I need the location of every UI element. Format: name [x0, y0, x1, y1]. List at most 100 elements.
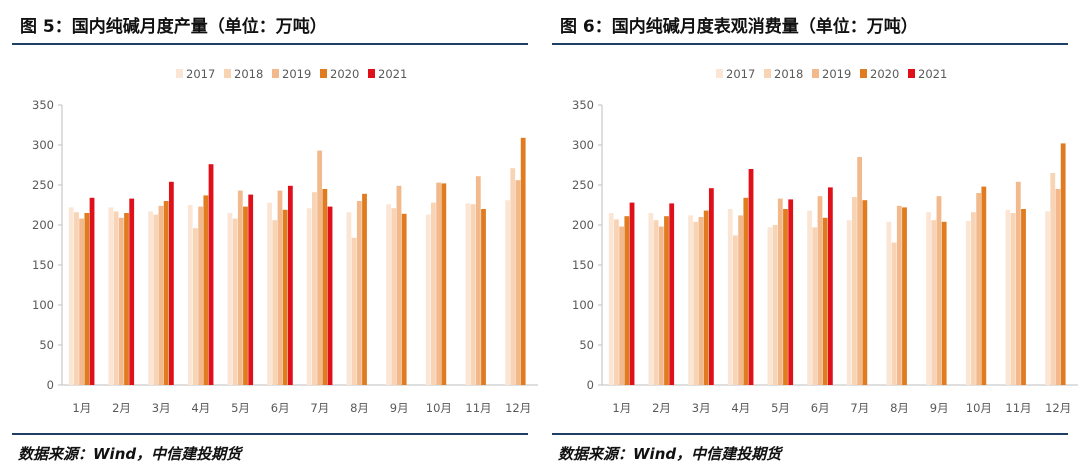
bar-2017	[608, 213, 614, 385]
figure-5-source: 数据来源：Wind，中信建投期货	[18, 445, 242, 463]
legend-item: 2017	[176, 67, 215, 81]
bar-2021	[208, 164, 214, 385]
legend-swatch	[716, 69, 723, 78]
bar-2019	[396, 185, 402, 385]
bar-2019	[436, 182, 442, 385]
bar-2021	[129, 198, 135, 385]
x-tick-label: 2月	[112, 401, 131, 415]
bar-2018	[431, 202, 436, 385]
y-tick-label: 300	[32, 138, 54, 152]
bar-2019	[1015, 181, 1021, 385]
bar-2020	[441, 183, 447, 385]
legend-swatch	[764, 69, 771, 78]
x-tick-label: 3月	[692, 401, 711, 415]
bar-2020	[322, 189, 328, 385]
bar-2020	[941, 221, 947, 385]
y-tick-label: 50	[39, 338, 54, 352]
bar-2018	[74, 212, 79, 385]
bar-2019	[1055, 189, 1061, 385]
bar-2021	[708, 188, 714, 385]
x-tick-label: 8月	[890, 401, 909, 415]
y-tick-label: 150	[572, 258, 594, 272]
bar-2017	[227, 213, 233, 385]
bar-2020	[624, 216, 630, 385]
bar-2017	[148, 211, 153, 385]
x-tick-label: 6月	[271, 401, 290, 415]
x-tick-label: 1月	[72, 401, 91, 415]
legend-item: 2020	[320, 67, 359, 81]
legend-item: 2019	[812, 67, 851, 81]
bar-2018	[232, 218, 238, 385]
bar-2020	[124, 213, 129, 385]
bar-2020	[1021, 209, 1026, 385]
figure-6-title: 图 6：国内纯碱月度表观消费量（单位：万吨）	[560, 17, 918, 37]
bar-2017	[465, 203, 471, 385]
legend-swatch	[860, 69, 867, 78]
x-tick-label: 1月	[612, 401, 631, 415]
bar-2018	[852, 197, 857, 385]
bar-2019	[658, 226, 664, 385]
figure-5-title-rule	[12, 43, 528, 45]
bar-2020	[981, 186, 987, 385]
bar-2020	[783, 209, 788, 385]
legend-swatch	[224, 69, 231, 78]
x-tick-label: 5月	[771, 401, 790, 415]
x-tick-label: 10月	[426, 401, 452, 415]
bar-2017	[306, 208, 312, 385]
bar-2018	[351, 237, 357, 385]
figure-5-title: 图 5：国内纯碱月度产量（单位：万吨）	[20, 17, 327, 37]
x-tick-label: 12月	[1045, 401, 1071, 415]
legend-swatch	[320, 69, 327, 78]
figure-6-chart: 2017 2018 2019 2020 2021 0 50 100 150 200 250 300 35…	[572, 67, 1078, 415]
bar-2018	[653, 220, 659, 385]
bars	[68, 137, 526, 385]
bar-2020	[743, 197, 749, 385]
y-tick-label: 350	[32, 98, 54, 112]
bar-2017	[807, 210, 812, 385]
bar-2017	[846, 220, 852, 385]
bar-2017	[965, 221, 971, 385]
bar-2020	[362, 193, 367, 385]
x-tick-label: 9月	[930, 401, 949, 415]
legend-label: 2019	[822, 67, 851, 81]
x-axis: 1月 2月 3月 4月 5月 6月 7月 8月 9月 10月 11月 12月	[602, 384, 1078, 415]
bar-2021	[168, 181, 174, 385]
x-tick-label: 7月	[310, 401, 329, 415]
bar-2019	[777, 198, 783, 385]
bar-2017	[346, 212, 352, 385]
bar-2018	[1050, 173, 1056, 385]
bar-2020	[703, 210, 709, 385]
x-tick-label: 2月	[652, 401, 671, 415]
bar-2017	[1045, 211, 1050, 385]
bar-2017	[767, 227, 773, 385]
bar-2018	[312, 192, 317, 385]
legend-label: 2017	[186, 67, 215, 81]
legend-item: 2020	[860, 67, 899, 81]
bar-2018	[510, 168, 516, 385]
y-tick-label: 300	[572, 138, 594, 152]
bar-2019	[698, 217, 704, 385]
legend-label: 2021	[918, 67, 947, 81]
bar-2019	[976, 193, 982, 385]
bar-2019	[317, 150, 323, 385]
x-tick-label: 4月	[191, 401, 210, 415]
x-tick-label: 11月	[465, 401, 491, 415]
legend-swatch	[368, 69, 375, 78]
bar-2017	[267, 202, 272, 385]
bar-2017	[886, 221, 892, 385]
bar-2019	[277, 190, 283, 385]
legend-item: 2021	[908, 67, 947, 81]
figure-5-chart: 2017 2018 2019 2020 2021 0 50 100 150 200 250 300 35…	[32, 67, 538, 415]
bar-2019	[237, 190, 243, 385]
x-tick-label: 4月	[731, 401, 750, 415]
x-tick-label: 5月	[231, 401, 250, 415]
legend-label: 2021	[378, 67, 407, 81]
legend-label: 2019	[282, 67, 311, 81]
legend-label: 2020	[870, 67, 899, 81]
y-tick-label: 200	[572, 218, 594, 232]
bar-2017	[1005, 209, 1011, 385]
legend-label: 2020	[330, 67, 359, 81]
x-tick-label: 6月	[811, 401, 830, 415]
bar-2017	[505, 200, 510, 385]
x-tick-label: 3月	[152, 401, 171, 415]
